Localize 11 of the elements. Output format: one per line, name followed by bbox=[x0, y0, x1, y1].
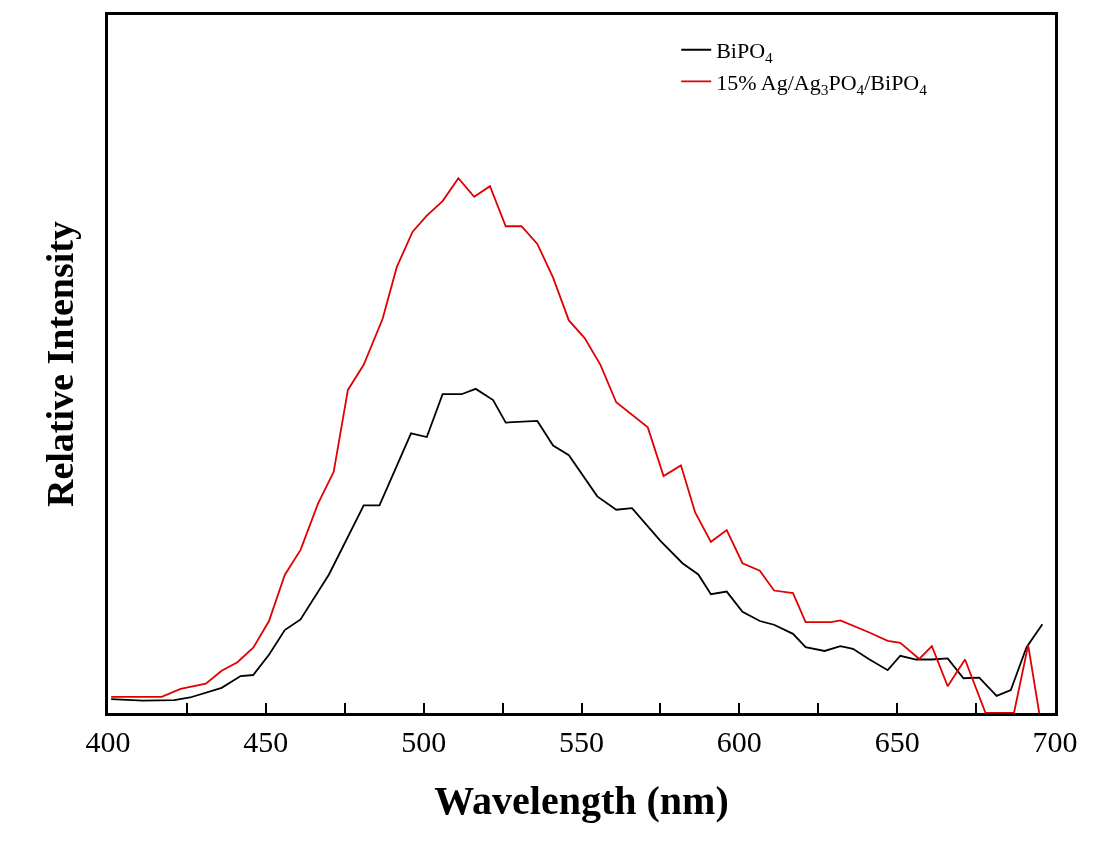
x-tick-label: 600 bbox=[716, 724, 762, 758]
x-axis-title: Wavelength (nm) bbox=[434, 778, 729, 824]
x-tick-label: 700 bbox=[1032, 724, 1078, 758]
x-tick-label: 550 bbox=[559, 724, 604, 758]
legend-label: BiPO$_{4}$ bbox=[716, 38, 774, 66]
legend-label: 15% Ag/Ag$_{3}$PO$_{4}$/BiPO$_{4}$ bbox=[716, 69, 928, 98]
x-tick-label: 500 bbox=[401, 724, 447, 758]
y-axis-title: Relative Intensity bbox=[39, 220, 82, 508]
x-tick-label: 650 bbox=[874, 724, 920, 758]
x-tick-label: 400 bbox=[85, 724, 131, 758]
x-tick-label: 450 bbox=[243, 724, 289, 758]
